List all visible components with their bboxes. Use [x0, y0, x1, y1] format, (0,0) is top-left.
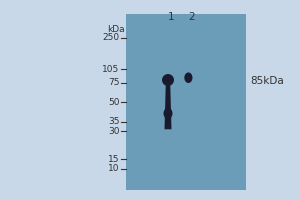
- Text: 50: 50: [108, 98, 120, 107]
- Text: 10: 10: [108, 164, 120, 173]
- Ellipse shape: [162, 74, 174, 86]
- Text: 75: 75: [108, 78, 120, 87]
- Text: 250: 250: [103, 33, 120, 42]
- FancyBboxPatch shape: [126, 14, 246, 190]
- Text: 1: 1: [168, 12, 175, 22]
- Ellipse shape: [184, 72, 193, 83]
- Text: 15: 15: [108, 155, 120, 164]
- Text: kDa: kDa: [107, 25, 124, 34]
- Text: 85kDa: 85kDa: [250, 76, 284, 86]
- Polygon shape: [164, 85, 172, 129]
- Text: 30: 30: [108, 127, 120, 136]
- Text: 2: 2: [189, 12, 195, 22]
- Text: 35: 35: [108, 117, 120, 126]
- Text: 105: 105: [102, 65, 120, 74]
- Ellipse shape: [164, 108, 172, 119]
